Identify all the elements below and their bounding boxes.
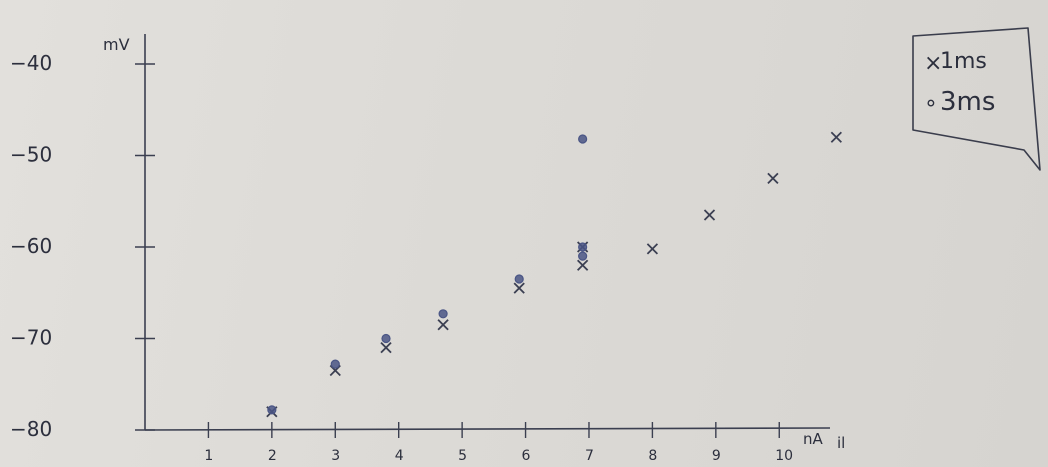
point-stroke [830, 131, 842, 143]
point-1ms-10 [830, 131, 842, 143]
x-tick-label-7: 7 [585, 448, 594, 464]
point-stroke [513, 282, 525, 294]
point-1ms-9 [767, 172, 779, 185]
point-3ms-2 [381, 333, 391, 344]
point-3ms-4 [514, 274, 524, 284]
legend-box [912, 27, 1041, 171]
point-3ms-3 [438, 309, 448, 319]
point-stroke [646, 243, 659, 255]
x-tick-label-5: 5 [458, 448, 467, 464]
legend-label-3ms: 3ms [940, 87, 995, 117]
point-stroke [767, 172, 779, 185]
point-3ms-7 [578, 134, 588, 144]
point-stroke [437, 319, 449, 331]
point-1ms-8 [703, 209, 716, 221]
point-3ms-1 [330, 359, 340, 369]
x-axis-label: nA [803, 430, 824, 448]
point-3ms-6 [578, 251, 588, 261]
legend-marker-3ms: ∘ [924, 91, 938, 116]
x-tick-label-9: 9 [712, 448, 721, 464]
legend-marker-1ms: × [924, 51, 942, 76]
point-1ms-4 [513, 282, 525, 294]
x-axis [144, 427, 831, 431]
tick-group: 1 2 3 4 5 6 7 8 9 10 −40 −50 −60 −70 −80 [10, 51, 793, 464]
x-tick-label-6: 6 [522, 448, 531, 464]
data-points [266, 131, 842, 418]
y-axis-label: mV [103, 35, 130, 54]
point-1ms-6 [577, 259, 589, 271]
y-tick-label--40: −40 [10, 51, 52, 75]
point-3ms-5 [578, 242, 588, 252]
x-tick-label-1: 1 [204, 448, 213, 464]
y-tick-label--70: −70 [10, 326, 52, 350]
x-axis-label-suffix: il [837, 434, 845, 452]
point-stroke [380, 342, 392, 354]
y-tick-label--60: −60 [10, 234, 52, 258]
x-tick-label-8: 8 [648, 448, 657, 464]
legend: × 1ms ∘ 3ms [912, 27, 1041, 171]
point-1ms-7 [646, 243, 659, 255]
point-3ms-0 [267, 405, 277, 415]
legend-label-1ms: 1ms [940, 49, 987, 74]
x-tick-label-4: 4 [395, 448, 404, 464]
x-tick-label-10: 10 [775, 448, 793, 464]
x-tick-label-2: 2 [268, 448, 277, 464]
x-tick-label-3: 3 [331, 448, 340, 464]
point-stroke [703, 209, 716, 221]
point-stroke [577, 259, 589, 271]
y-tick-label--50: −50 [10, 143, 52, 167]
point-1ms-3 [437, 319, 449, 331]
point-1ms-2 [380, 342, 392, 354]
y-tick-label--80: −80 [10, 417, 52, 441]
